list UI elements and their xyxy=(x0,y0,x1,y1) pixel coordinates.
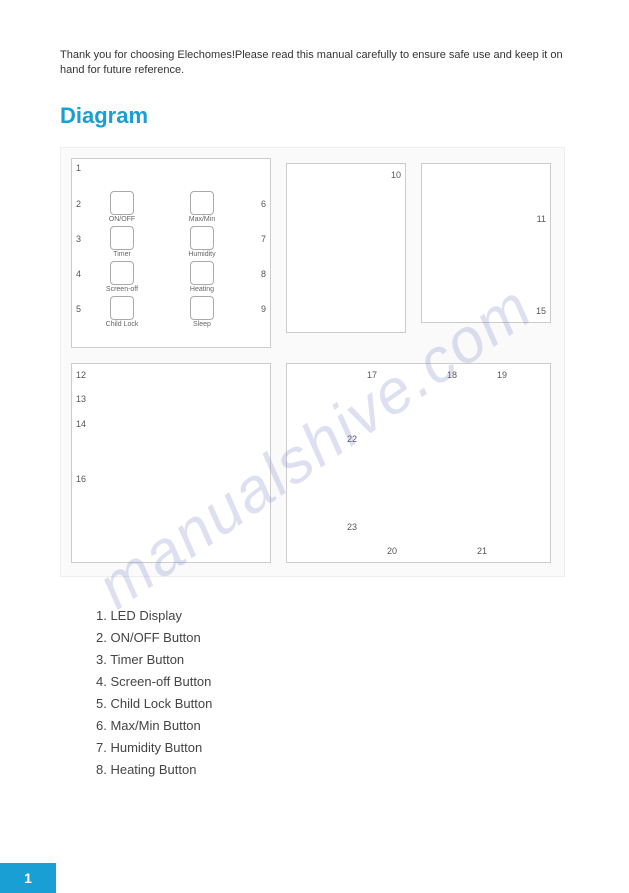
btn-icon xyxy=(190,261,214,285)
callout-1: 1 xyxy=(76,163,81,173)
callout-8: 8 xyxy=(261,269,266,279)
callout-10: 10 xyxy=(391,170,401,180)
btn-label: Humidity xyxy=(184,251,220,258)
btn-icon xyxy=(110,191,134,215)
callout-14: 14 xyxy=(76,419,86,429)
callout-12: 12 xyxy=(76,370,86,380)
diagram-panel-base: 17 18 19 20 21 22 23 xyxy=(286,363,551,563)
callout-23: 23 xyxy=(347,522,357,532)
btn-label: Sleep xyxy=(184,321,220,328)
legend-item: 3. Timer Button xyxy=(96,649,579,671)
btn-label: Timer xyxy=(104,251,140,258)
legend-item: 2. ON/OFF Button xyxy=(96,627,579,649)
callout-11: 11 xyxy=(537,214,546,224)
legend-item: 5. Child Lock Button xyxy=(96,693,579,715)
btn-icon xyxy=(110,296,134,320)
callout-9: 9 xyxy=(261,304,266,314)
btn-label: Screen-off xyxy=(104,286,140,293)
page-number: 1 xyxy=(0,863,56,893)
manual-page: Thank you for choosing Elechomes!Please … xyxy=(0,0,629,893)
btn-label: ON/OFF xyxy=(104,216,140,223)
callout-18: 18 xyxy=(447,370,457,380)
callout-20: 20 xyxy=(387,546,397,556)
callout-19: 19 xyxy=(497,370,507,380)
callout-17: 17 xyxy=(367,370,377,380)
btn-icon xyxy=(190,226,214,250)
diagram-panel-body: 10 xyxy=(286,163,406,333)
callout-4: 4 xyxy=(76,269,81,279)
diagram-panel-controls: 1 2 3 4 5 6 7 8 9 ON/OFF Max/Min Timer H… xyxy=(71,158,271,348)
diagram-panel-tank: 11 15 xyxy=(421,163,551,323)
callout-15: 15 xyxy=(536,306,546,316)
diagram-heading: Diagram xyxy=(60,103,579,129)
callout-2: 2 xyxy=(76,199,81,209)
btn-label: Child Lock xyxy=(104,321,140,328)
callout-6: 6 xyxy=(261,199,266,209)
diagram-panel-parts: 12 13 14 16 xyxy=(71,363,271,563)
legend-item: 1. LED Display xyxy=(96,605,579,627)
callout-7: 7 xyxy=(261,234,266,244)
btn-icon xyxy=(110,226,134,250)
callout-21: 21 xyxy=(477,546,487,556)
callout-3: 3 xyxy=(76,234,81,244)
callout-16: 16 xyxy=(76,474,86,484)
legend-item: 8. Heating Button xyxy=(96,759,579,781)
btn-icon xyxy=(190,191,214,215)
btn-icon xyxy=(190,296,214,320)
intro-paragraph: Thank you for choosing Elechomes!Please … xyxy=(60,48,579,79)
legend-item: 7. Humidity Button xyxy=(96,737,579,759)
legend-list: 1. LED Display 2. ON/OFF Button 3. Timer… xyxy=(96,605,579,782)
btn-label: Max/Min xyxy=(184,216,220,223)
legend-item: 4. Screen-off Button xyxy=(96,671,579,693)
legend-item: 6. Max/Min Button xyxy=(96,715,579,737)
callout-13: 13 xyxy=(76,394,86,404)
btn-label: Heating xyxy=(184,286,220,293)
btn-icon xyxy=(110,261,134,285)
callout-5: 5 xyxy=(76,304,81,314)
diagram-figure: 1 2 3 4 5 6 7 8 9 ON/OFF Max/Min Timer H… xyxy=(60,147,565,577)
callout-22: 22 xyxy=(347,434,357,444)
page-number-value: 1 xyxy=(24,870,32,886)
